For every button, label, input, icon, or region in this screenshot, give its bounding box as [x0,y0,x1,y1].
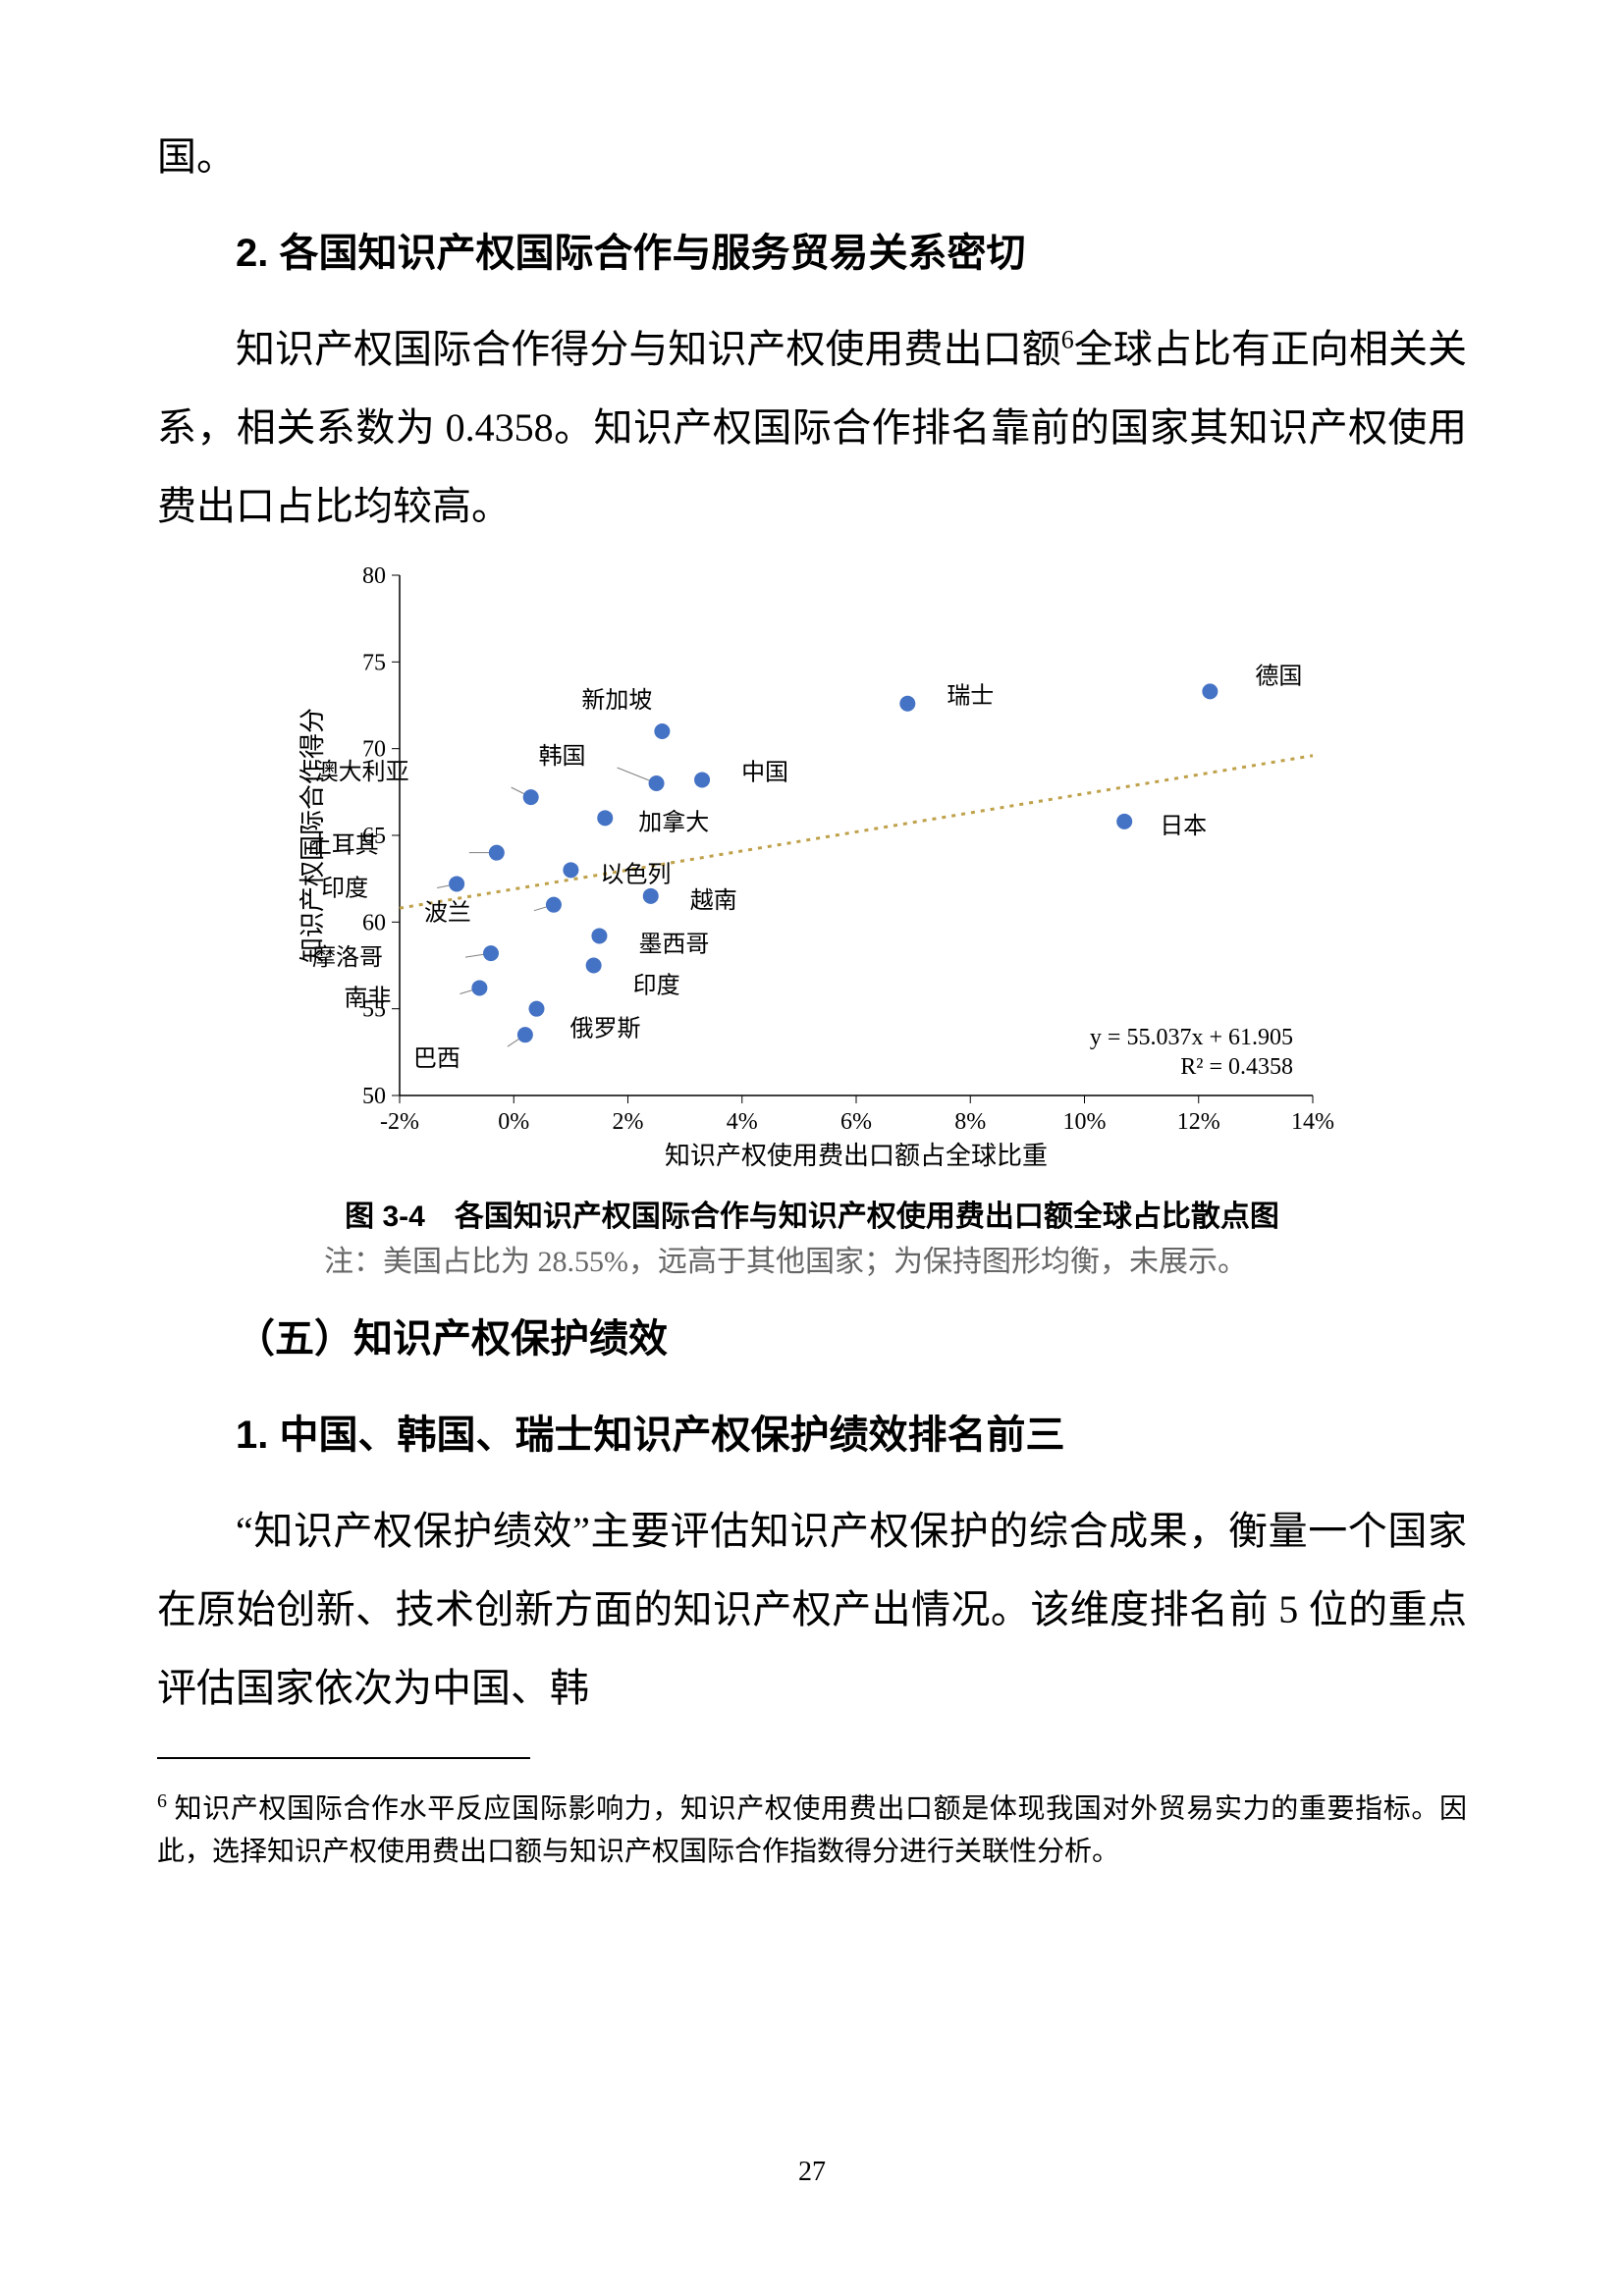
svg-text:越南: 越南 [690,887,737,914]
svg-text:70: 70 [362,737,386,763]
scatter-chart: 50556065707580-2%0%2%4%6%8%10%12%14%知识产权… [282,556,1342,1184]
svg-text:y = 55.037x + 61.905: y = 55.037x + 61.905 [1090,1025,1293,1050]
chart-container: 50556065707580-2%0%2%4%6%8%10%12%14%知识产权… [157,556,1467,1184]
svg-text:印度: 印度 [321,875,368,901]
svg-text:4%: 4% [727,1109,758,1135]
svg-text:墨西哥: 墨西哥 [638,932,709,957]
para-c: “知识产权保护绩效”主要评估知识产权保护的综合成果，衡量一个国家在原始创新、技术… [157,1492,1467,1728]
svg-text:12%: 12% [1177,1109,1220,1135]
footnote-num: 6 [157,1790,167,1812]
footnote-rule [157,1757,530,1759]
para-top: 国。 [157,118,1467,196]
heading-3b: （五）知识产权保护绩效 [157,1300,1467,1378]
svg-text:南非: 南非 [344,985,391,1011]
para-a-text1: 知识产权国际合作得分与知识产权使用费出口额 [236,327,1061,371]
svg-text:瑞士: 瑞士 [947,683,994,710]
svg-text:14%: 14% [1291,1109,1334,1135]
svg-text:10%: 10% [1063,1109,1107,1135]
svg-text:8%: 8% [954,1109,986,1135]
svg-text:韩国: 韩国 [539,743,586,770]
svg-text:印度: 印度 [633,973,680,999]
svg-text:土耳其: 土耳其 [308,832,379,859]
svg-text:R² = 0.4358: R² = 0.4358 [1180,1054,1293,1080]
svg-text:-2%: -2% [380,1109,419,1135]
svg-text:新加坡: 新加坡 [581,687,652,714]
svg-text:波兰: 波兰 [424,900,471,927]
svg-text:中国: 中国 [741,759,788,785]
footnote-6: 6 知识产权国际合作水平反应国际影响力，知识产权使用费出口额是体现我国对外贸易实… [157,1787,1467,1873]
page: 国。 2. 各国知识产权国际合作与服务贸易关系密切 知识产权国际合作得分与知识产… [0,0,1624,2296]
heading-2c: 1. 中国、韩国、瑞士知识产权保护绩效排名前三 [157,1396,1467,1474]
svg-text:50: 50 [362,1084,386,1109]
svg-text:2%: 2% [613,1109,644,1135]
figure-note: 注：美国占比为 28.55%，远高于其他国家；为保持图形均衡，未展示。 [324,1237,1467,1280]
footnote-text: 知识产权国际合作水平反应国际影响力，知识产权使用费出口额是体现我国对外贸易实力的… [157,1793,1467,1866]
svg-text:80: 80 [362,563,386,589]
footnote-ref-6: 6 [1061,326,1074,354]
svg-text:摩洛哥: 摩洛哥 [312,944,383,971]
svg-text:60: 60 [362,910,386,935]
page-number: 27 [0,2157,1624,2188]
svg-text:澳大利亚: 澳大利亚 [315,759,409,785]
svg-text:日本: 日本 [1160,813,1207,839]
svg-text:俄罗斯: 俄罗斯 [570,1016,641,1042]
figure-caption: 图 3-4 各国知识产权国际合作与知识产权使用费出口额全球占比散点图 [157,1192,1467,1235]
heading-2a: 2. 各国知识产权国际合作与服务贸易关系密切 [157,214,1467,293]
svg-text:0%: 0% [498,1109,529,1135]
svg-text:6%: 6% [840,1109,872,1135]
svg-text:知识产权使用费出口额占全球比重: 知识产权使用费出口额占全球比重 [665,1142,1048,1170]
svg-text:德国: 德国 [1255,663,1302,689]
svg-text:以色列: 以色列 [600,861,671,887]
para-a: 知识产权国际合作得分与知识产权使用费出口额6全球占比有正向相关关系，相关系数为 … [157,310,1467,546]
svg-text:75: 75 [362,650,386,675]
svg-text:巴西: 巴西 [413,1046,460,1072]
svg-text:加拿大: 加拿大 [638,809,709,835]
